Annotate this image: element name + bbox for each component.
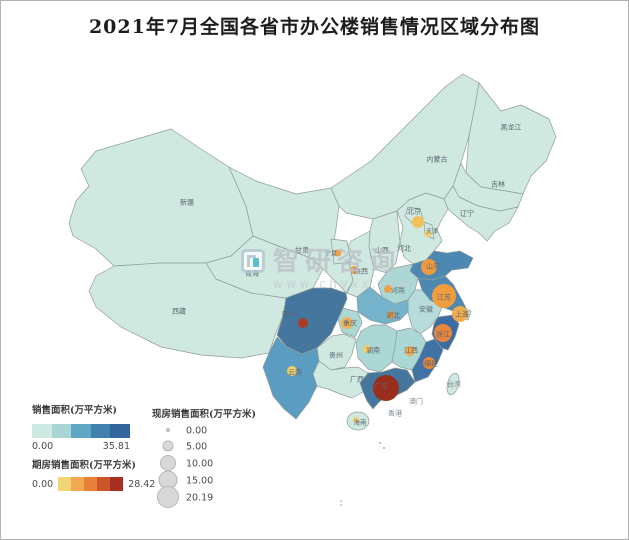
- bubble-hainan[interactable]: [353, 417, 359, 423]
- bubble-jiangsu[interactable]: [432, 284, 456, 308]
- map-label: 安徽: [419, 305, 433, 314]
- existing-size-value: 15.00: [186, 476, 213, 487]
- presale-color-swatch: [71, 477, 85, 491]
- bubble-beijing[interactable]: [412, 216, 424, 228]
- map-label: 河北: [397, 245, 411, 253]
- province-shanxi[interactable]: [368, 210, 401, 274]
- province-xinjiang[interactable]: [68, 128, 254, 267]
- map-label: 江苏: [437, 293, 451, 302]
- province-liaoning[interactable]: [443, 185, 519, 242]
- map-label: 山西: [375, 246, 389, 255]
- province-sichuan[interactable]: [276, 287, 348, 355]
- bubble-henan[interactable]: [384, 285, 392, 293]
- map-label: 香港: [388, 409, 402, 418]
- map-label: 广西: [350, 375, 364, 384]
- province-guangxi[interactable]: [312, 360, 369, 399]
- province-heilongjiang[interactable]: [465, 82, 557, 195]
- existing-size-circle: [160, 455, 176, 471]
- presale-color-swatch: [58, 477, 72, 491]
- sales-color-swatch: [32, 424, 52, 438]
- presale-color-swatch: [97, 477, 111, 491]
- sales-color-swatch: [51, 424, 72, 438]
- map-label: 北京: [407, 207, 421, 216]
- map-label: 台湾: [447, 380, 461, 389]
- map-label: 天津: [426, 229, 438, 236]
- chart-title: 2021年7月全国各省市办公楼销售情况区域分布图: [88, 16, 541, 38]
- existing-size-value: 10.00: [186, 459, 213, 470]
- map-label: 浙江: [436, 330, 450, 339]
- bubble-sichuan[interactable]: [298, 318, 308, 328]
- existing-size-circle: [162, 440, 174, 452]
- bubble-guangdong[interactable]: [373, 375, 399, 401]
- sales-color-swatch: [90, 424, 111, 438]
- map-label: 辽宁: [460, 209, 474, 218]
- map-label: 海南: [354, 418, 368, 427]
- map-label: 新疆: [180, 198, 194, 207]
- sales-color-swatch: [71, 424, 91, 438]
- legend-presale-title: 期房销售面积(万平方米): [32, 460, 136, 471]
- legend-presale-min: 0.00: [32, 478, 54, 490]
- map-label: 河南: [391, 286, 405, 295]
- map-label: 澳门: [409, 397, 423, 406]
- bubble-yunnan[interactable]: [287, 366, 297, 376]
- islet-dot: [340, 504, 342, 506]
- map-label: 宁夏: [325, 250, 337, 258]
- legend-sales-max: 35.81: [102, 441, 130, 452]
- map-label: 西藏: [172, 307, 186, 316]
- province-taiwan[interactable]: [445, 372, 461, 396]
- islet-dot: [379, 442, 381, 444]
- map-label: 云南: [288, 368, 302, 377]
- map-label: 湖北: [386, 311, 400, 320]
- bubble-fujian[interactable]: [423, 357, 435, 369]
- existing-size-circle: [157, 486, 179, 508]
- legend-sales-title: 销售面积(万平方米): [32, 405, 117, 416]
- presale-color-swatch: [84, 477, 98, 491]
- map-label: 甘肃: [295, 246, 309, 255]
- map-label: 青海: [245, 269, 259, 278]
- map-label: 黑龙江: [501, 123, 522, 132]
- bubble-hubei[interactable]: [387, 311, 395, 319]
- map-label: 重庆: [343, 319, 357, 328]
- legend-sales-colorbar: [32, 424, 155, 438]
- map-label: 福建: [424, 359, 438, 368]
- map-label: 湖南: [366, 346, 380, 355]
- bubble-shandong[interactable]: [421, 259, 437, 275]
- sales-color-swatch: [110, 424, 130, 438]
- map-label: 贵州: [329, 351, 343, 360]
- bubble-shaanxi[interactable]: [350, 266, 358, 274]
- existing-size-value: 5.00: [186, 442, 207, 453]
- legend-sales-area: 销售面积(万平方米) 0.00 35.81 期房销售面积(万平方米) 0.00 …: [32, 402, 155, 491]
- legend-existing-title: 现房销售面积(万平方米): [152, 409, 256, 420]
- islet-dot: [340, 500, 342, 502]
- bubble-ningxia[interactable]: [334, 249, 342, 257]
- map-label: 吉林: [491, 180, 505, 189]
- map-label: 陕西: [354, 267, 368, 276]
- islet-dot: [383, 447, 385, 449]
- bubble-shanghai[interactable]: [452, 306, 468, 322]
- existing-size-circle: [166, 428, 170, 432]
- bubble-chongqing[interactable]: [341, 317, 353, 329]
- province-hubei[interactable]: [356, 286, 409, 325]
- bubble-jiangxi[interactable]: [405, 346, 415, 356]
- map-label: 上海: [455, 310, 469, 319]
- map-label: 四川: [282, 311, 296, 319]
- legend-sales-min: 0.00: [32, 441, 54, 452]
- presale-color-swatch: [110, 477, 124, 491]
- map-label: 广东: [374, 382, 388, 391]
- bubble-zhejiang[interactable]: [434, 324, 452, 342]
- existing-size-value: 20.19: [186, 493, 213, 504]
- legend-existing-circles: 0.00 5.00 10.00 15.00 20.19: [157, 426, 213, 508]
- bubble-tianjin[interactable]: [424, 230, 432, 238]
- map-label: 江西: [404, 347, 418, 355]
- legend-presale-colorbar: [58, 477, 124, 491]
- legend-presale-max: 28.42: [128, 478, 156, 490]
- map-label: 内蒙古: [427, 155, 448, 164]
- map-label: 山东: [426, 262, 440, 271]
- bubble-hunan[interactable]: [363, 345, 371, 353]
- existing-size-value: 0.00: [186, 426, 207, 437]
- legend-existing-area: 现房销售面积(万平方米) 0.00 5.00 10.00 15.00 20.19: [152, 406, 272, 516]
